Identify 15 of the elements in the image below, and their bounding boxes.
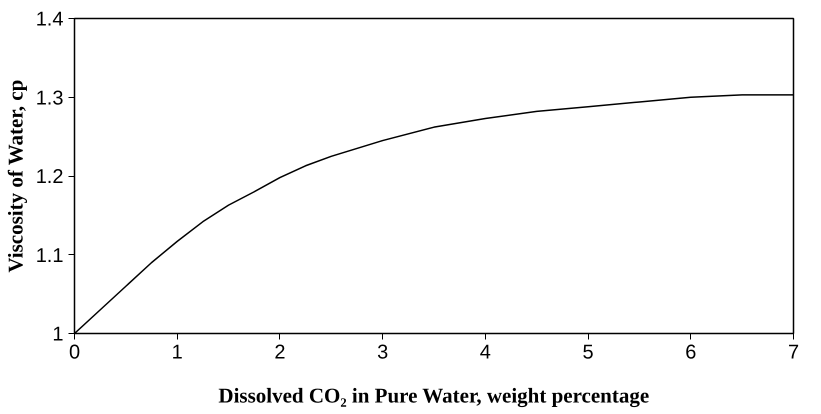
x-tick-label: 5 [582,342,594,364]
y-tick-label: 1.3 [36,87,64,110]
x-tick-label: 6 [685,342,696,364]
x-tick-label: 2 [274,342,286,364]
x-tick-label: 7 [788,342,800,364]
x-axis-title: Dissolved CO₂ in Pure Water, weight percentage [218,384,650,408]
y-tick-label: 1.2 [36,166,64,188]
x-tick-label: 0 [68,342,80,364]
x-tick-label: 4 [480,342,491,364]
y-tick-label: 1.4 [36,8,64,30]
y-tick-label: 1 [52,324,64,346]
x-tick-label: 3 [377,342,388,364]
y-axis-title: Viscosity of Water, cp [4,80,28,273]
x-tick-label: 1 [172,342,183,364]
y-tick-label: 1.1 [36,244,64,267]
